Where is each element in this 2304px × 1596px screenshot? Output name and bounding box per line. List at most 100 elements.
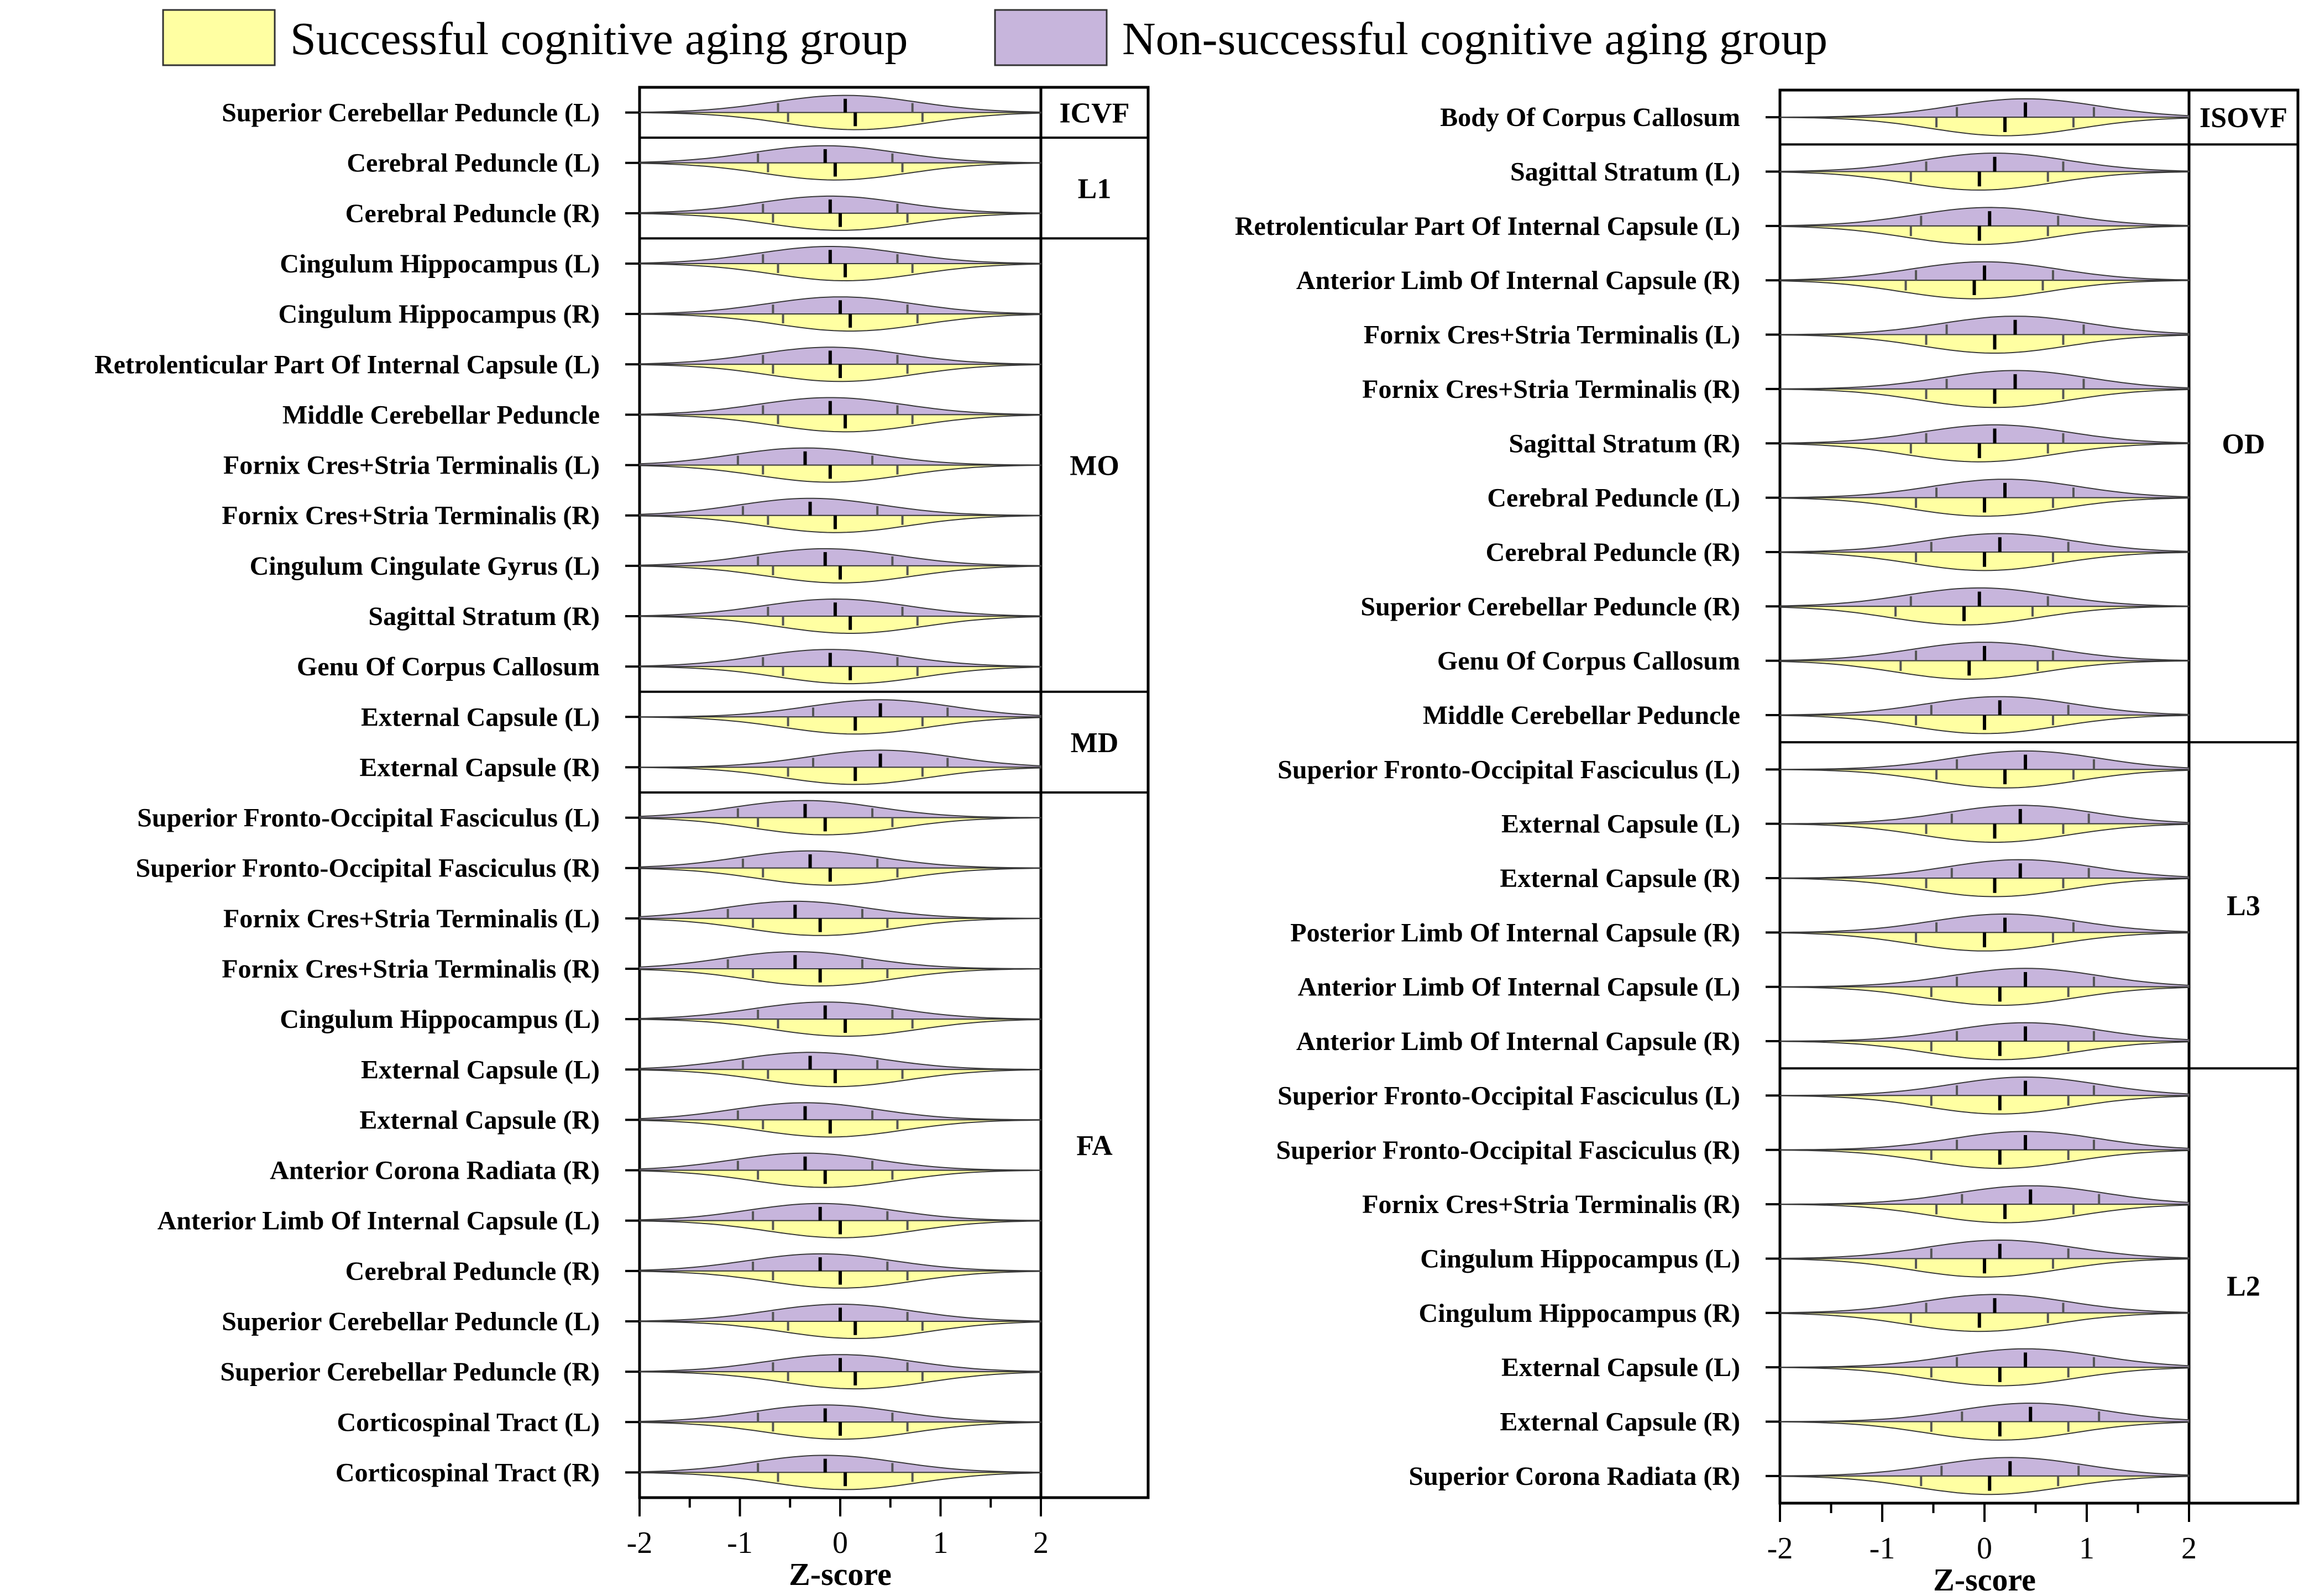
violin-row-fornix-cres-stria-terminalis-r: Fornix Cres+Stria Terminalis (R) <box>222 951 1041 987</box>
violin-row-body-of-corpus-callosum: Body Of Corpus Callosum <box>1440 98 2190 136</box>
violin-half-nonsuccessful <box>1779 207 2190 227</box>
violin-half-nonsuccessful <box>639 1455 1041 1473</box>
row-label: Cerebral Peduncle (R) <box>345 199 600 228</box>
violin-row-superior-fronto-occipital-fasciculus-l: Superior Fronto-Occipital Fasciculus (L) <box>1277 1076 2190 1115</box>
violin-half-nonsuccessful <box>639 800 1041 818</box>
violin-half-nonsuccessful <box>639 548 1041 566</box>
violin-row-cingulum-hippocampus-l: Cingulum Hippocampus (L) <box>280 1001 1041 1037</box>
row-label: External Capsule (L) <box>1501 810 1740 839</box>
violin-row-fornix-cres-stria-terminalis-r: Fornix Cres+Stria Terminalis (R) <box>1362 1185 2190 1224</box>
violin-row-middle-cerebellar-peduncle: Middle Cerebellar Peduncle <box>282 397 1041 433</box>
violin-half-successful <box>639 464 1041 483</box>
violin-half-nonsuccessful <box>639 447 1041 466</box>
row-label: Superior Cerebellar Peduncle (L) <box>222 98 600 128</box>
violin-half-successful <box>639 917 1041 936</box>
violin-row-cingulum-hippocampus-r: Cingulum Hippocampus (R) <box>1419 1294 2190 1332</box>
violin-half-successful <box>1779 388 2190 408</box>
violin-half-nonsuccessful <box>639 497 1041 516</box>
violin-half-successful <box>639 817 1041 836</box>
row-label: Corticospinal Tract (R) <box>336 1458 600 1487</box>
violin-half-nonsuccessful <box>1779 1131 2190 1151</box>
violin-half-successful <box>639 1371 1041 1390</box>
row-label: Anterior Limb Of Internal Capsule (L) <box>158 1206 600 1236</box>
row-label: External Capsule (L) <box>1501 1353 1740 1382</box>
row-label: Middle Cerebellar Peduncle <box>1423 701 1740 730</box>
row-label: Cerebral Peduncle (L) <box>347 149 600 178</box>
violin-row-cingulum-cingulate-gyrus-l: Cingulum Cingulate Gyrus (L) <box>250 548 1041 584</box>
row-label: Cerebral Peduncle (L) <box>1487 484 1740 513</box>
violin-row-fornix-cres-stria-terminalis-r: Fornix Cres+Stria Terminalis (R) <box>222 497 1041 533</box>
legend: Successful cognitive aging group Non-suc… <box>162 9 1828 66</box>
violin-row-fornix-cres-stria-terminalis-l: Fornix Cres+Stria Terminalis (L) <box>1364 316 2190 354</box>
row-label: Retrolenticular Part Of Internal Capsule… <box>95 350 600 379</box>
row-label: Cerebral Peduncle (R) <box>1486 538 1740 567</box>
violin-half-nonsuccessful <box>1779 913 2190 933</box>
violin-row-cingulum-hippocampus-l: Cingulum Hippocampus (L) <box>1420 1239 2190 1278</box>
violin-row-retrolenticular-part-of-internal-capsule-l: Retrolenticular Part Of Internal Capsule… <box>1235 207 2190 245</box>
violin-half-successful <box>639 514 1041 533</box>
violin-row-superior-fronto-occipital-fasciculus-r: Superior Fronto-Occipital Fasciculus (R) <box>1276 1131 2190 1169</box>
violin-half-nonsuccessful <box>639 649 1041 668</box>
row-label: Sagittal Stratum (R) <box>1509 429 1740 458</box>
violin-half-nonsuccessful <box>1779 587 2190 607</box>
row-label: Cerebral Peduncle (R) <box>345 1257 600 1286</box>
violin-half-nonsuccessful <box>1779 859 2190 879</box>
violin-half-successful <box>1779 171 2190 191</box>
violin-half-successful <box>1779 1421 2190 1441</box>
violin-half-successful <box>1779 769 2190 789</box>
violin-row-posterior-limb-of-internal-capsule-r: Posterior Limb Of Internal Capsule (R) <box>1290 913 2190 952</box>
violin-row-superior-corona-radiata-r: Superior Corona Radiata (R) <box>1408 1457 2190 1495</box>
plot-frame <box>1778 88 2300 1505</box>
row-label: Cingulum Hippocampus (R) <box>279 300 600 329</box>
violin-half-nonsuccessful <box>1779 370 2190 390</box>
violin-row-external-capsule-r: External Capsule (R) <box>1500 859 2190 897</box>
violin-half-nonsuccessful <box>1779 153 2190 172</box>
row-label: Posterior Limb Of Internal Capsule (R) <box>1290 918 1740 947</box>
violin-half-successful <box>639 867 1041 886</box>
group-label-l1: L1 <box>1078 173 1112 204</box>
violin-row-cerebral-peduncle-r: Cerebral Peduncle (R) <box>1486 533 2190 571</box>
violin-row-cerebral-peduncle-l: Cerebral Peduncle (L) <box>347 145 1041 181</box>
row-label: Superior Fronto-Occipital Fasciculus (L) <box>1277 755 1740 784</box>
row-label: Superior Fronto-Occipital Fasciculus (R) <box>1276 1136 1740 1165</box>
group-label-l3: L3 <box>2227 890 2260 922</box>
violin-panel-left: ICVF Superior Cerebellar Peduncle (L) L1 Ce… <box>95 86 1150 1592</box>
violin-half-nonsuccessful <box>639 1253 1041 1272</box>
row-label: Fornix Cres+Stria Terminalis (L) <box>223 904 600 933</box>
row-label: External Capsule (L) <box>361 1055 600 1084</box>
violin-half-nonsuccessful <box>1779 696 2190 716</box>
violin-half-successful <box>639 616 1041 634</box>
x-axis-title: Z-score <box>789 1556 892 1592</box>
violin-half-nonsuccessful <box>639 900 1041 919</box>
violin-row-superior-cerebellar-peduncle-r: Superior Cerebellar Peduncle (R) <box>220 1354 1041 1390</box>
violin-row-cerebral-peduncle-l: Cerebral Peduncle (L) <box>1487 479 2190 517</box>
row-label: Anterior Corona Radiata (R) <box>270 1156 600 1185</box>
violin-row-superior-fronto-occipital-fasciculus-r: Superior Fronto-Occipital Fasciculus (R) <box>135 850 1041 886</box>
violin-half-nonsuccessful <box>1779 1185 2190 1205</box>
violin-panels: ICVF Superior Cerebellar Peduncle (L) L1 Ce… <box>95 86 2300 1596</box>
violin-row-superior-cerebellar-peduncle-r: Superior Cerebellar Peduncle (R) <box>1360 587 2190 626</box>
violin-half-nonsuccessful <box>639 1052 1041 1070</box>
violin-half-nonsuccessful <box>1779 1239 2190 1259</box>
row-label: Superior Corona Radiata (R) <box>1408 1462 1740 1491</box>
violin-half-successful <box>639 1472 1041 1490</box>
group-label-isovf: ISOVF <box>2200 102 2287 134</box>
violin-row-external-capsule-r: External Capsule (R) <box>1500 1403 2190 1441</box>
violin-half-nonsuccessful <box>1779 479 2190 498</box>
violin-half-successful <box>1779 225 2190 245</box>
violin-half-successful <box>1779 280 2190 300</box>
violin-half-successful <box>639 767 1041 785</box>
violin-half-nonsuccessful <box>1779 1022 2190 1042</box>
group-label-fa: FA <box>1076 1130 1113 1162</box>
violin-row-external-capsule-l: External Capsule (L) <box>1501 805 2190 843</box>
x-tick-label: -1 <box>1870 1531 1895 1566</box>
violin-row-cerebral-peduncle-r: Cerebral Peduncle (R) <box>345 195 1041 231</box>
row-label: Cingulum Hippocampus (L) <box>1420 1244 1740 1273</box>
violin-row-cerebral-peduncle-r: Cerebral Peduncle (R) <box>345 1253 1041 1289</box>
violin-half-nonsuccessful <box>1779 316 2190 335</box>
row-label: Fornix Cres+Stria Terminalis (R) <box>222 954 600 984</box>
x-tick-label: -2 <box>1767 1531 1793 1566</box>
group-label-mo: MO <box>1070 450 1119 482</box>
row-label: Fornix Cres+Stria Terminalis (L) <box>223 451 600 480</box>
